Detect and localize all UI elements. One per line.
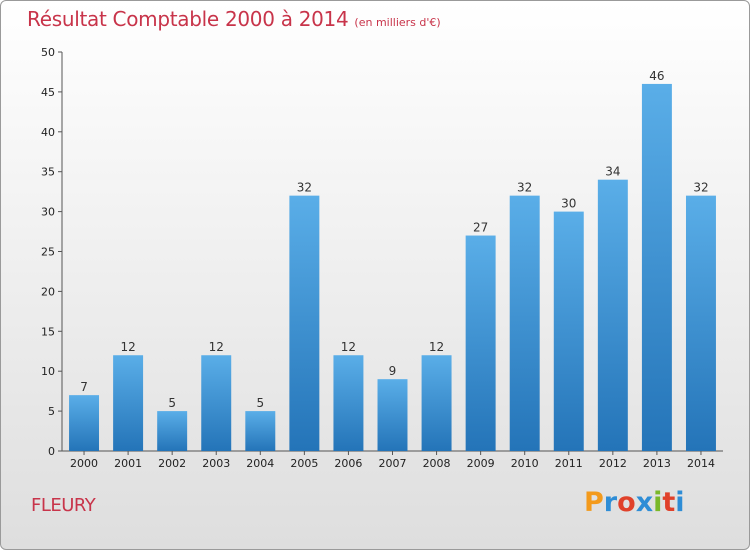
x-tick-label: 2014 [687, 457, 715, 470]
x-tick-label: 2004 [246, 457, 274, 470]
bar-2010 [509, 195, 540, 451]
logo-letter: i [653, 487, 663, 518]
y-tick-label: 0 [48, 445, 55, 458]
logo-letter: i [675, 487, 685, 518]
x-tick-label: 2001 [114, 457, 142, 470]
data-label-2012: 34 [605, 165, 620, 179]
x-tick-label: 2006 [334, 457, 362, 470]
data-label-2004: 5 [256, 396, 264, 410]
y-tick-label: 20 [41, 285, 55, 298]
x-tick-label: 2002 [158, 457, 186, 470]
x-tick-label: 2013 [643, 457, 671, 470]
bar-2002 [157, 411, 188, 451]
bar-2004 [245, 411, 276, 451]
data-label-2013: 46 [649, 69, 664, 83]
x-tick-label: 2011 [555, 457, 583, 470]
data-label-2007: 9 [389, 364, 397, 378]
bar-2012 [597, 179, 628, 451]
y-tick-label: 50 [41, 46, 55, 59]
bar-2001 [113, 355, 144, 451]
y-tick-label: 10 [41, 365, 55, 378]
data-label-2002: 5 [168, 396, 176, 410]
x-tick-label: 2003 [202, 457, 230, 470]
x-tick-label: 2009 [467, 457, 495, 470]
y-tick-label: 25 [41, 246, 55, 259]
x-tick-label: 2012 [599, 457, 627, 470]
chart-subtitle: (en milliers d'€) [354, 16, 441, 29]
x-tick-label: 2007 [379, 457, 407, 470]
x-axis: 2000 2001 2002 2003 2004 2005 2006 2007 2008 2009… [62, 450, 723, 470]
y-tick-label: 40 [41, 126, 55, 139]
bar-2006 [333, 355, 364, 451]
bar-2011 [553, 211, 584, 451]
data-label-2010: 32 [517, 181, 532, 195]
logo-letter: x [635, 487, 654, 518]
logo-letter: P [584, 487, 604, 518]
bars: 7 12 5 12 5 32 12 9 12 27 32 30 34 46 32 [69, 69, 716, 452]
proxiti-logo: Proxiti [584, 487, 685, 518]
data-label-2014: 32 [693, 181, 708, 195]
y-tick-label: 35 [41, 166, 55, 179]
bar-2014 [685, 195, 716, 451]
bar-2008 [421, 355, 452, 451]
y-tick-label: 30 [41, 206, 55, 219]
y-tick-label: 15 [41, 325, 55, 338]
data-label-2006: 12 [341, 340, 356, 354]
y-tick-label: 5 [48, 405, 55, 418]
data-label-2001: 12 [120, 340, 135, 354]
y-axis: 0 5 10 15 20 25 30 35 40 45 50 [41, 46, 63, 458]
data-label-2009: 27 [473, 221, 488, 235]
x-tick-label: 2005 [290, 457, 318, 470]
logo-letter: o [617, 487, 636, 518]
chart-title: Résultat Comptable 2000 à 2014 (en millie… [27, 7, 441, 31]
data-label-2011: 30 [561, 197, 576, 211]
logo-letter: t [662, 487, 676, 518]
bar-2005 [289, 195, 320, 451]
y-tick-label: 45 [41, 86, 55, 99]
x-tick-label: 2000 [70, 457, 98, 470]
town-name: FLEURY [31, 495, 96, 516]
data-label-2005: 32 [297, 181, 312, 195]
x-tick-label: 2008 [423, 457, 451, 470]
bar-2009 [465, 235, 496, 451]
data-label-2000: 7 [80, 380, 88, 394]
bar-2000 [69, 395, 100, 451]
bar-2007 [377, 379, 408, 451]
data-label-2003: 12 [209, 340, 224, 354]
data-label-2008: 12 [429, 340, 444, 354]
x-tick-label: 2010 [511, 457, 539, 470]
logo-letter: r [603, 487, 618, 518]
bar-2013 [641, 83, 672, 452]
bar-2003 [201, 355, 232, 451]
